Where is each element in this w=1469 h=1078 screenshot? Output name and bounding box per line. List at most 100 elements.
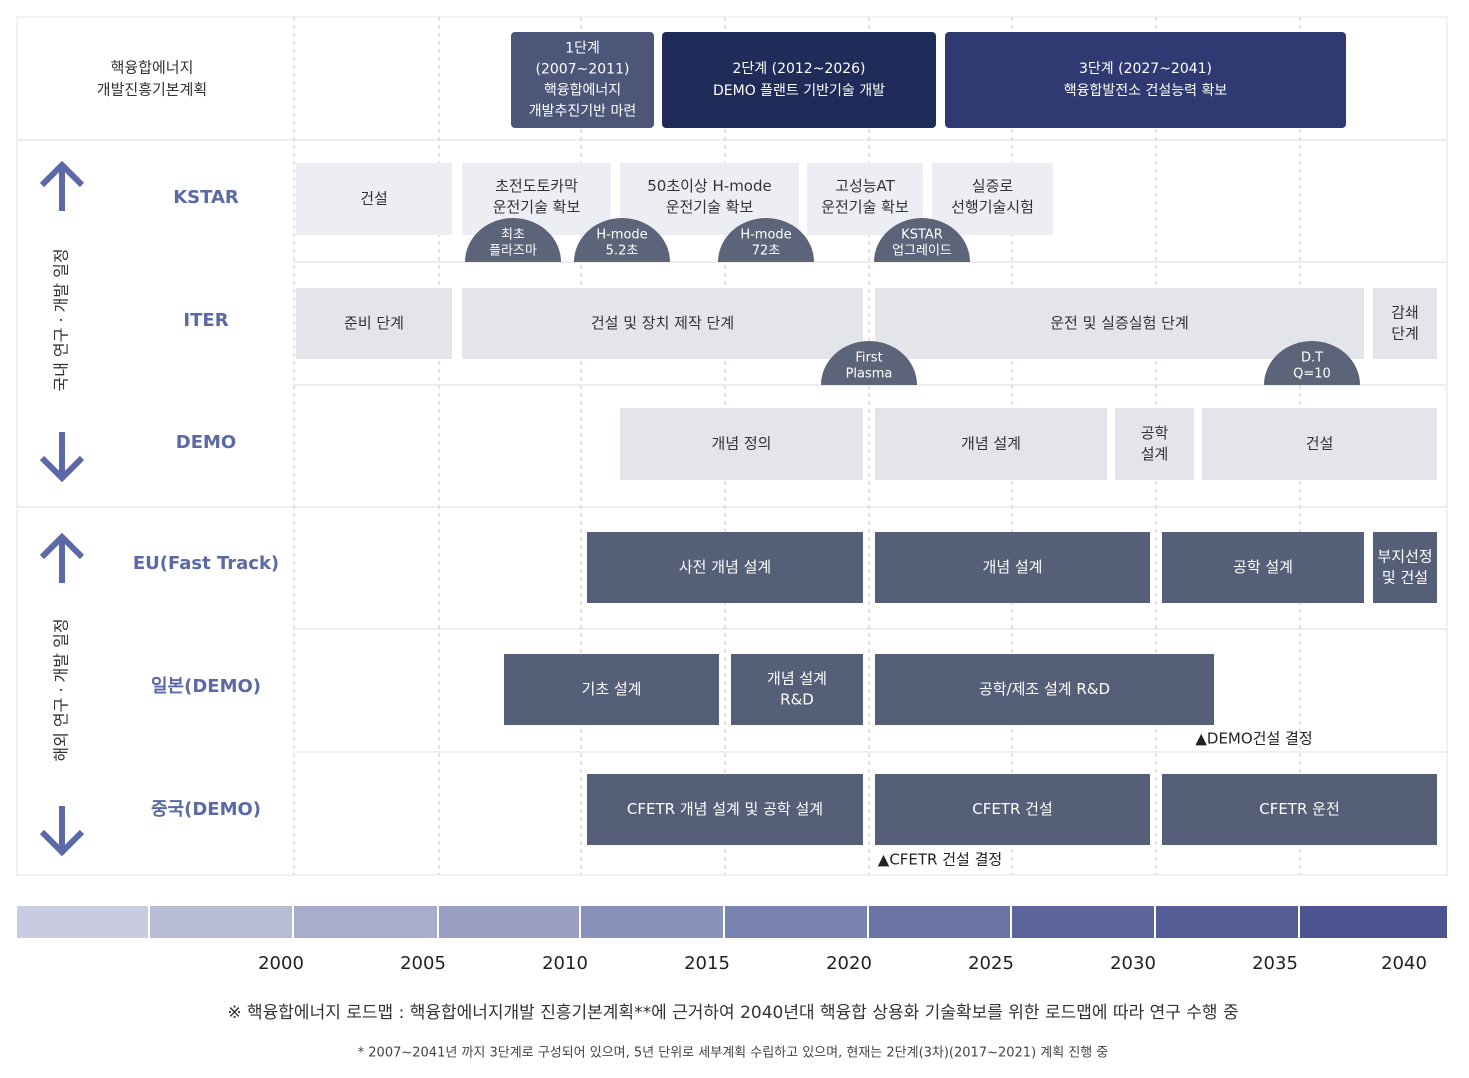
bar-text: 50초이상 H-mode bbox=[647, 177, 772, 195]
arrow-down bbox=[39, 806, 85, 857]
bar-text: 고성능AT bbox=[835, 177, 895, 195]
year-label: 2000 bbox=[258, 953, 304, 974]
bar-text: 개념 설계 bbox=[961, 435, 1021, 453]
phase-bar bbox=[875, 532, 1150, 603]
bar-text: 개념 설계 bbox=[767, 670, 827, 688]
timeline-segment bbox=[294, 906, 437, 938]
bar-text: 공학 설계 bbox=[1233, 558, 1293, 576]
bar-text: CFETR 개념 설계 및 공학 설계 bbox=[627, 800, 823, 818]
bar-text: 초전도토카막 bbox=[495, 177, 578, 195]
timeline-segment bbox=[439, 906, 579, 938]
year-label: 2020 bbox=[826, 953, 872, 974]
bar-text: 개념 정의 bbox=[712, 435, 772, 453]
phase-bar bbox=[504, 654, 719, 725]
year-label: 2040 bbox=[1381, 953, 1427, 974]
milestone-text: 5.2초 bbox=[606, 244, 639, 259]
phase-box bbox=[945, 32, 1346, 128]
footnote: ※ 핵융합에너지 로드맵 : 핵융합에너지개발 진흥기본계획**에 근거하여 2… bbox=[227, 1003, 1238, 1023]
milestone-text: Plasma bbox=[846, 367, 893, 382]
year-label: 2025 bbox=[968, 953, 1014, 974]
timeline-segment bbox=[869, 906, 1010, 938]
phase-bar bbox=[1162, 532, 1364, 603]
bar-text: R&D bbox=[780, 691, 814, 709]
group-label: 해외 연구 · 개발 일정 bbox=[52, 618, 71, 761]
year-label: 2005 bbox=[400, 953, 446, 974]
phase-bar bbox=[462, 163, 611, 235]
phase-text: DEMO 플랜트 기반기술 개발 bbox=[713, 83, 885, 99]
phase-bar bbox=[296, 163, 452, 235]
phase-bar bbox=[462, 288, 863, 359]
phase-bar bbox=[932, 163, 1053, 235]
phase-bar bbox=[620, 408, 863, 480]
phase-bar bbox=[587, 774, 863, 845]
bar-text: 공학 bbox=[1141, 424, 1169, 442]
phase-bar bbox=[587, 532, 863, 603]
bar-text: 운전기술 확보 bbox=[666, 198, 754, 216]
arrow-up bbox=[39, 532, 85, 583]
row-label: KSTAR bbox=[173, 187, 239, 208]
row-label: 중국(DEMO) bbox=[151, 799, 261, 820]
arrow-up bbox=[39, 160, 85, 211]
group-label: 국내 연구 · 개발 일정 bbox=[52, 248, 71, 391]
year-label: 2010 bbox=[542, 953, 588, 974]
milestone bbox=[1264, 341, 1360, 385]
bar-text: 건설 bbox=[360, 190, 388, 208]
row-label: ITER bbox=[183, 310, 228, 331]
bar-text: 건설 bbox=[1306, 435, 1334, 453]
milestone-text: H-mode bbox=[596, 228, 647, 243]
arrow-down bbox=[39, 432, 85, 483]
phase-bar bbox=[875, 288, 1364, 359]
milestone bbox=[718, 218, 814, 262]
row-label: 일본(DEMO) bbox=[151, 676, 261, 697]
year-label: 2030 bbox=[1110, 953, 1156, 974]
bar-text: 운전기술 확보 bbox=[821, 198, 909, 216]
bar-text: 공학/제조 설계 R&D bbox=[979, 680, 1110, 698]
bar-text: 운전 및 실증실험 단계 bbox=[1050, 314, 1189, 332]
bar-text: 부지선정 bbox=[1377, 548, 1432, 566]
milestone-text: KSTAR bbox=[901, 228, 943, 243]
phase-bar bbox=[296, 288, 452, 359]
phase-text: 1단계 bbox=[565, 41, 600, 57]
phase-bar bbox=[875, 408, 1107, 480]
row-label: EU(Fast Track) bbox=[133, 553, 279, 574]
timeline-segment bbox=[581, 906, 723, 938]
bar-text: CFETR 건설 bbox=[972, 800, 1053, 818]
timeline-segment bbox=[1012, 906, 1154, 938]
phase-bar bbox=[1162, 774, 1437, 845]
milestone-text: 플라즈마 bbox=[489, 244, 537, 259]
milestone-text: D.T bbox=[1301, 351, 1323, 366]
bar-text: 개념 설계 bbox=[983, 558, 1043, 576]
phase-text: 개발추진기반 마련 bbox=[529, 104, 637, 120]
bar-text: 실증로 bbox=[972, 177, 1014, 195]
bar-text: 준비 단계 bbox=[344, 314, 404, 332]
annotation: ▲CFETR 건설 결정 bbox=[878, 851, 1002, 869]
phase-bar bbox=[1373, 532, 1437, 603]
plan-label: 개발진흥기본계획 bbox=[97, 81, 207, 99]
phase-text: (2007~2011) bbox=[536, 62, 630, 78]
milestone-text: 업그레이드 bbox=[892, 244, 952, 259]
bar-text: 건설 및 장치 제작 단계 bbox=[591, 314, 734, 332]
bar-text: 단계 bbox=[1391, 325, 1419, 343]
milestone-text: First bbox=[855, 351, 882, 366]
year-label: 2035 bbox=[1252, 953, 1298, 974]
phase-bar bbox=[875, 774, 1150, 845]
milestone-text: Q=10 bbox=[1293, 367, 1331, 382]
footnote-sub: * 2007~2041년 까지 3단계로 구성되어 있으며, 5년 단위로 세부… bbox=[358, 1045, 1109, 1061]
plan-label: 핵융합에너지 bbox=[111, 59, 194, 77]
bar-text: 설계 bbox=[1141, 445, 1169, 463]
phase-bar bbox=[1202, 408, 1437, 480]
bar-text: 선행기술시험 bbox=[951, 198, 1034, 216]
timeline-segment bbox=[1300, 906, 1447, 938]
timeline-segment bbox=[150, 906, 292, 938]
phase-bar bbox=[1115, 408, 1194, 480]
timeline-segment bbox=[1156, 906, 1298, 938]
milestone bbox=[465, 218, 561, 262]
year-label: 2015 bbox=[684, 953, 730, 974]
bar-text: 및 건설 bbox=[1382, 569, 1428, 587]
milestone bbox=[821, 341, 917, 385]
phase-box bbox=[662, 32, 936, 128]
bar-text: CFETR 운전 bbox=[1259, 800, 1340, 818]
phase-bar bbox=[1373, 288, 1437, 359]
bar-text: 운전기술 확보 bbox=[493, 198, 581, 216]
